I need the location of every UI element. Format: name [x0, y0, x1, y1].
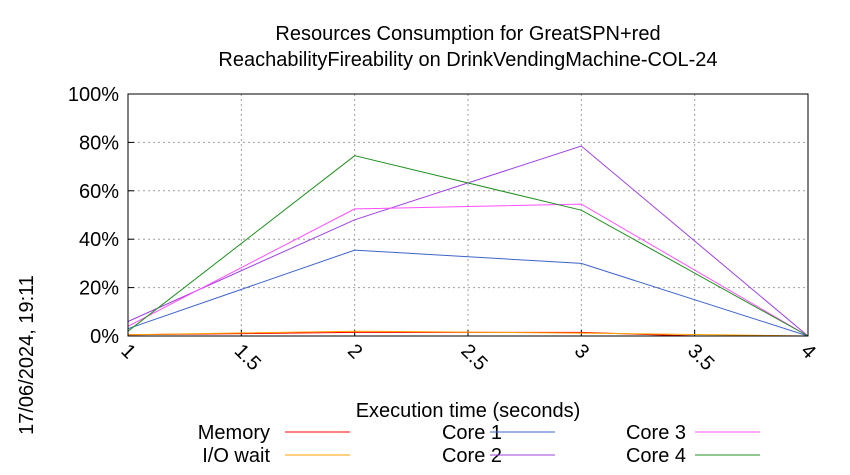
series-layer — [127, 145, 809, 337]
series-line-core-1 — [127, 249, 809, 337]
legend-label: Memory — [198, 422, 270, 444]
x-tick-labels: 1 1.5 2 2.5 3 3.5 4 — [116, 340, 819, 375]
x-tick-label: 4 — [796, 340, 819, 363]
x-tick-label: 3.5 — [683, 340, 718, 375]
y-tick-label: 0% — [90, 326, 119, 348]
series-line-i-o-wait — [127, 330, 809, 337]
chart-title: Resources Consumption for GreatSPN+red — [275, 23, 660, 45]
chart-subtitle: ReachabilityFireability on DrinkVendingM… — [218, 49, 717, 71]
legend-label: I/O wait — [202, 445, 270, 467]
series-line-core-3 — [127, 203, 809, 337]
x-tick-label: 2 — [343, 340, 366, 363]
x-axis-label: Execution time (seconds) — [356, 400, 581, 422]
y-tick-label: 80% — [79, 132, 119, 154]
series-line-core-4 — [127, 155, 809, 337]
y-tick-labels: 0% 20% 40% 60% 80% 100% — [68, 84, 119, 348]
legend-label: Core 2 — [442, 445, 502, 467]
x-tick-label: 1.5 — [230, 340, 265, 375]
y-tick-label: 40% — [79, 229, 119, 251]
plot-frame — [127, 93, 809, 337]
grid-layer — [127, 93, 809, 337]
y-tick-label: 20% — [79, 278, 119, 300]
legend-label: Core 3 — [626, 422, 686, 444]
timestamp-label: 17/06/2024, 19:11 — [16, 275, 38, 435]
x-tick-label: 1 — [116, 340, 139, 363]
x-tick-label: 3 — [570, 340, 593, 363]
x-tick-label: 2.5 — [456, 340, 491, 375]
y-tick-label: 60% — [79, 181, 119, 203]
legend-label: Core 4 — [626, 445, 686, 467]
legend-label: Core 1 — [442, 422, 502, 444]
series-line-memory — [127, 331, 695, 337]
y-tick-label: 100% — [68, 84, 119, 106]
